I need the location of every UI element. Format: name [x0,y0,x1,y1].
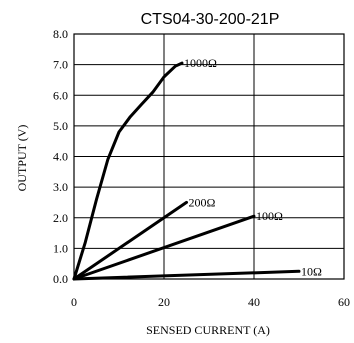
series-line [72,200,188,281]
series-lines [72,61,301,281]
y-tick-label: 7.0 [53,58,68,72]
series-label: 1000Ω [184,56,217,70]
y-tick-label: 1.0 [53,241,68,255]
grid [73,33,345,280]
chart-title: CTS04-30-200-21P [141,11,280,28]
y-tick-label: 6.0 [53,88,68,102]
series-line [72,61,184,281]
plot-frame [73,33,345,280]
y-tick-label: 2.0 [53,211,68,225]
y-tick-label: 3.0 [53,180,68,194]
x-axis-label: SENSED CURRENT (A) [146,323,270,337]
y-tick-label: 0.0 [53,272,68,286]
y-tick-label: 4.0 [53,150,68,164]
y-axis-label: OUTPUT (V) [15,125,29,192]
series-label: 200Ω [189,195,216,209]
y-tick-label: 8.0 [53,27,68,41]
series-label: 100Ω [256,209,283,223]
x-tick-label: 0 [71,295,77,309]
series-line [72,269,301,281]
x-tick-label: 20 [158,295,170,309]
series-line [72,214,256,281]
tick-labels: 0.0 1.0 2.0 3.0 4.0 5.0 6.0 7.0 8.0 0 20 40 60 [53,27,350,309]
y-tick-label: 5.0 [53,119,68,133]
series-label: 10Ω [301,264,322,278]
series-labels: 1000Ω 200Ω 100Ω 10Ω [184,56,322,278]
x-tick-label: 40 [248,295,260,309]
x-tick-label: 60 [338,295,350,309]
